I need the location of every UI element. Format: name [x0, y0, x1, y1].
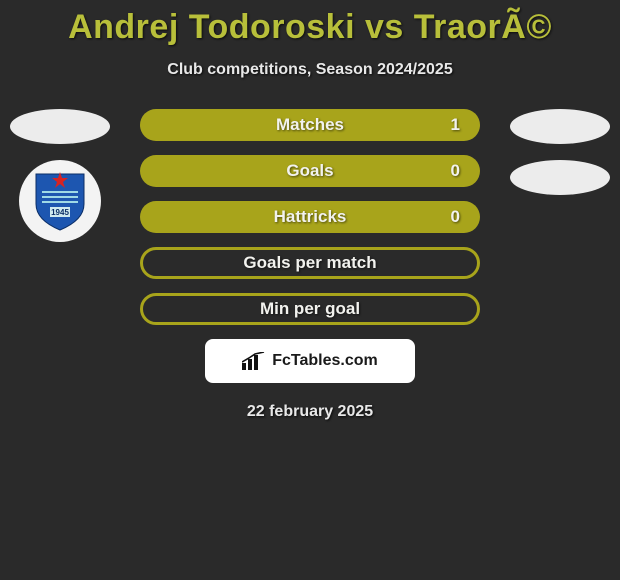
- page-title: Andrej Todoroski vs TraorÃ©: [0, 0, 620, 47]
- stats-bars: Matches1Goals0Hattricks0Goals per matchM…: [140, 109, 480, 325]
- player-avatar-right-1: [510, 109, 610, 144]
- stat-label: Min per goal: [143, 299, 477, 319]
- stat-row: Goals0: [140, 155, 480, 187]
- shield-icon: 1945: [32, 170, 88, 232]
- stat-value-right: 0: [451, 207, 460, 227]
- club-badge-left: 1945: [19, 160, 101, 242]
- stat-value-right: 0: [451, 161, 460, 181]
- stat-row: Matches1: [140, 109, 480, 141]
- comparison-content: 1945 Matches1Goals0Hattricks0Goals per m…: [0, 109, 620, 421]
- stat-value-right: 1: [451, 115, 460, 135]
- stat-label: Goals per match: [143, 253, 477, 273]
- subtitle: Club competitions, Season 2024/2025: [0, 61, 620, 79]
- badge-year: 1945: [51, 208, 69, 217]
- bars-icon: [242, 352, 266, 370]
- right-player-column: [510, 109, 610, 211]
- stat-row: Min per goal: [140, 293, 480, 325]
- brand-label: FcTables.com: [272, 352, 378, 370]
- left-player-column: 1945: [10, 109, 110, 242]
- player-avatar-left: [10, 109, 110, 144]
- date-label: 22 february 2025: [0, 403, 620, 421]
- stat-row: Hattricks0: [140, 201, 480, 233]
- stat-label: Matches: [140, 115, 480, 135]
- player-avatar-right-2: [510, 160, 610, 195]
- stat-row: Goals per match: [140, 247, 480, 279]
- stat-label: Goals: [140, 161, 480, 181]
- brand-card: FcTables.com: [205, 339, 415, 383]
- stat-label: Hattricks: [140, 207, 480, 227]
